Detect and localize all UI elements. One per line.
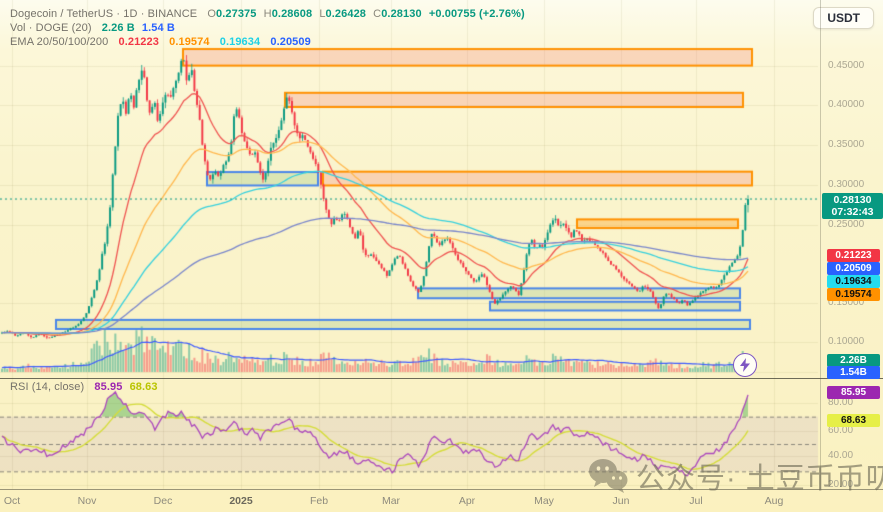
lightning-icon — [740, 358, 750, 372]
time-axis[interactable]: Oct Nov Dec 2025 Feb Mar Apr May Jun Jul Aug — [0, 489, 883, 512]
ema100-value: 0.19634 — [219, 36, 261, 48]
price-tick-label: 0.15000 — [828, 297, 865, 308]
price-axis-badge: 85.95 — [827, 386, 880, 399]
pane-separator[interactable] — [0, 378, 883, 379]
symbol-title[interactable]: Dogecoin / TetherUS · 1D · BINANCE — [10, 8, 198, 20]
time-tick-label: Jun — [612, 495, 630, 507]
close-value: 0.28130 — [381, 8, 422, 20]
time-tick-label: May — [534, 495, 554, 507]
price-axis-badge: 0.21223 — [827, 249, 880, 262]
currency-toggle-button[interactable]: USDT — [813, 7, 874, 29]
volume-label[interactable]: Vol · DOGE (20) — [10, 22, 92, 34]
time-tick-label: Oct — [3, 495, 21, 507]
rsi-value: 85.95 — [94, 381, 123, 393]
price-axis[interactable]: 0.45000 0.40000 0.35000 0.30000 0.25000 0.150… — [820, 0, 883, 490]
volume-legend-row: Vol · DOGE (20) 2.26 B 1.54 B — [10, 22, 175, 34]
low-label: L — [319, 8, 326, 20]
volume-value: 2.26 B — [101, 22, 135, 34]
ema-legend-row: EMA 20/50/100/200 0.21223 0.19574 0.1963… — [10, 36, 311, 48]
price-axis-badge: 2.26B — [827, 354, 880, 367]
symbol-legend-row: Dogecoin / TetherUS · 1D · BINANCE O0.27… — [10, 8, 525, 20]
open-value: 0.27375 — [216, 8, 257, 20]
ema-label[interactable]: EMA 20/50/100/200 — [10, 36, 109, 48]
time-tick-label: 2025 — [229, 495, 253, 507]
price-tick-label: 0.25000 — [828, 219, 865, 230]
bar-countdown: 07:32:43 — [831, 206, 874, 218]
price-tick-label: 0.35000 — [828, 139, 865, 150]
price-tick-label: 80.00 — [828, 397, 854, 408]
close-label: C — [373, 8, 382, 20]
low-value: 0.26428 — [325, 8, 367, 20]
price-axis-badge: 0.19634 — [827, 275, 880, 288]
time-tick-label: Apr — [458, 495, 476, 507]
price-axis-badge: 68.63 — [827, 414, 880, 427]
last-price-value: 0.28130 — [833, 194, 872, 206]
price-axis-badge: 0.20509 — [827, 262, 880, 275]
ema200-value: 0.20509 — [270, 36, 311, 48]
price-tick-label: 0.30000 — [828, 179, 865, 190]
ema50-value: 0.19574 — [169, 36, 210, 48]
change-value: +0.00755 (+2.76%) — [428, 8, 525, 20]
rsi-legend-row: RSI (14, close) 85.95 68.63 — [10, 381, 158, 393]
price-tick-label: 20.00 — [828, 479, 854, 490]
volume-ma-value: 1.54 B — [141, 22, 175, 34]
rsi-label[interactable]: RSI (14, close) — [10, 381, 85, 393]
ema20-value: 0.21223 — [118, 36, 159, 48]
last-price-badge: 0.28130 07:32:43 — [822, 193, 883, 219]
price-tick-label: 40.00 — [828, 450, 854, 461]
time-tick-label: Mar — [381, 495, 401, 507]
time-tick-label: Feb — [309, 495, 329, 507]
price-tick-label: 60.00 — [828, 425, 854, 436]
price-tick-label: 0.10000 — [828, 336, 865, 347]
time-tick-label: Nov — [77, 495, 97, 507]
price-tick-label: 0.40000 — [828, 99, 865, 110]
rsi-ma-value: 68.63 — [129, 381, 158, 393]
time-tick-label: Aug — [764, 495, 784, 507]
high-value: 0.28608 — [271, 8, 313, 20]
time-tick-label: Jul — [689, 495, 703, 507]
price-tick-label: 0.45000 — [828, 60, 865, 71]
time-tick-label: Dec — [153, 495, 173, 507]
open-label: O — [207, 8, 217, 20]
high-label: H — [263, 8, 272, 20]
quick-trade-button[interactable] — [733, 353, 757, 377]
price-axis-badge: 0.19574 — [827, 288, 880, 301]
price-axis-badge: 1.54B — [827, 366, 880, 379]
